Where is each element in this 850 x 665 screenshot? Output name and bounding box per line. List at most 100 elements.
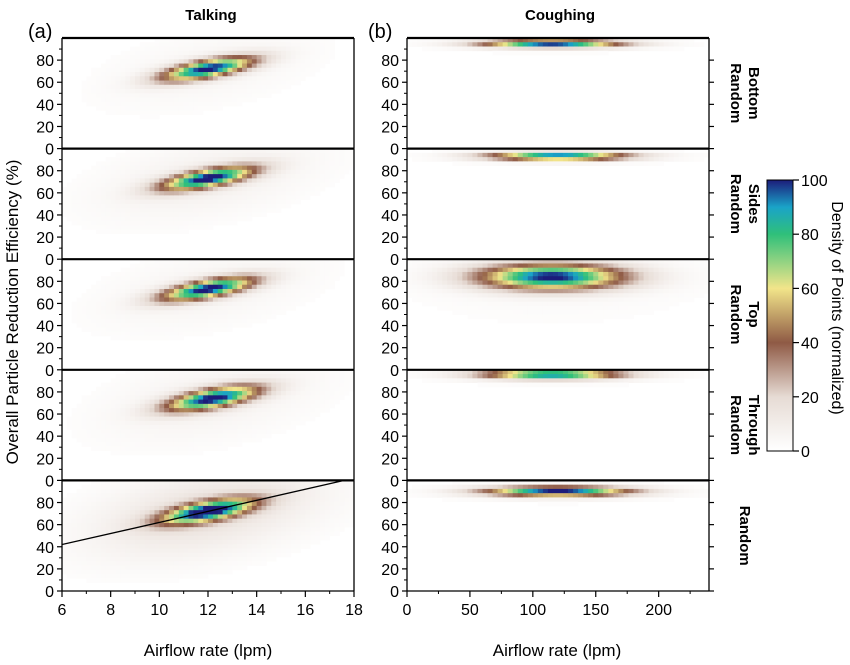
heatmap-cell xyxy=(222,55,228,60)
heatmap-cell xyxy=(261,178,267,184)
heatmap-cell xyxy=(178,501,185,507)
heatmap-cell xyxy=(290,191,296,196)
heatmap-cell xyxy=(188,191,194,196)
heatmap-cell xyxy=(232,186,238,192)
heatmap-cell xyxy=(281,76,287,81)
heatmap-cell xyxy=(110,480,116,486)
heatmap-cell xyxy=(300,157,306,162)
heatmap-cell xyxy=(76,544,82,549)
heatmap-cell xyxy=(276,552,282,558)
heatmap-cell xyxy=(62,561,68,566)
heatmap-cell xyxy=(305,55,311,60)
heatmap-cell xyxy=(76,408,82,413)
heatmap-cell xyxy=(198,67,204,73)
heatmap-cell xyxy=(688,157,695,162)
heatmap-cell xyxy=(149,565,155,571)
heatmap-cell xyxy=(492,42,498,47)
heatmap-cell xyxy=(237,101,243,107)
heatmap-cell xyxy=(256,480,262,486)
heatmap-cell xyxy=(237,484,243,490)
heatmap-cell xyxy=(246,425,253,430)
heatmap-cell xyxy=(110,548,116,554)
heatmap-cell xyxy=(178,369,185,375)
heatmap-cell xyxy=(144,425,150,430)
heatmap-cell xyxy=(169,174,175,179)
heatmap-cell xyxy=(208,46,214,52)
heatmap-cell xyxy=(91,420,97,426)
heatmap-cell xyxy=(154,208,160,213)
heatmap-cell xyxy=(178,331,185,337)
heatmap-cell xyxy=(135,305,141,311)
heatmap-cell xyxy=(81,208,87,213)
heatmap-cell xyxy=(315,178,321,184)
heatmap-cell xyxy=(178,433,185,439)
heatmap-cell xyxy=(183,161,189,167)
heatmap-cell xyxy=(276,55,282,60)
heatmap-cell xyxy=(188,446,194,452)
heatmap-cell xyxy=(462,157,468,162)
heatmap-cell xyxy=(164,259,170,264)
heatmap-cell xyxy=(173,84,180,90)
heatmap-cell xyxy=(217,531,223,537)
heatmap-cell xyxy=(227,518,233,524)
heatmap-cell xyxy=(261,522,267,528)
heatmap-cell xyxy=(178,97,185,103)
heatmap-cell xyxy=(66,497,73,503)
heatmap-cell xyxy=(66,203,73,209)
heatmap-cell xyxy=(261,191,267,196)
heatmap-cell xyxy=(232,182,238,188)
heatmap-cell xyxy=(344,505,350,511)
heatmap-cell xyxy=(100,433,107,439)
heatmap-cell xyxy=(618,46,624,52)
heatmap-cell xyxy=(222,76,228,81)
heatmap-cell xyxy=(178,280,185,286)
heatmap-cell xyxy=(251,518,258,524)
heatmap-cell xyxy=(588,161,594,167)
heatmap-cell xyxy=(76,552,82,558)
heatmap-cell xyxy=(173,284,180,290)
heatmap-cell xyxy=(588,50,594,56)
heatmap-cell xyxy=(285,186,292,192)
heatmap-cell xyxy=(256,425,262,430)
heatmap-cell xyxy=(324,55,331,60)
heatmap-cell xyxy=(246,527,253,532)
heatmap-cell xyxy=(319,42,326,47)
heatmap-cell xyxy=(203,288,209,294)
heatmap-cell xyxy=(412,152,418,158)
heatmap-cell xyxy=(125,420,131,426)
heatmap-cell xyxy=(71,569,77,575)
heatmap-cell xyxy=(237,97,243,103)
heatmap-cell xyxy=(222,386,228,392)
heatmap-cell xyxy=(173,169,180,175)
heatmap-cell xyxy=(222,382,228,388)
heatmap-cell xyxy=(462,46,468,52)
heatmap-cell xyxy=(295,301,301,307)
heatmap-cell xyxy=(693,42,700,47)
heatmap-cell xyxy=(76,425,82,430)
heatmap-cell xyxy=(96,186,102,192)
heatmap-cell xyxy=(203,378,209,383)
heatmap-cell xyxy=(329,391,335,396)
heatmap-cell xyxy=(285,403,292,409)
heatmap-cell xyxy=(130,84,136,90)
heatmap-cell xyxy=(139,46,146,52)
heatmap-cell xyxy=(183,182,189,188)
heatmap-cell xyxy=(71,182,77,188)
heatmap-cell xyxy=(178,484,185,490)
heatmap-cell xyxy=(266,297,272,303)
heatmap-cell xyxy=(91,301,97,307)
heatmap-cell xyxy=(222,288,228,294)
heatmap-cell xyxy=(472,157,478,162)
heatmap-cell xyxy=(285,369,292,375)
heatmap-cell xyxy=(618,161,624,167)
heatmap-cell xyxy=(125,59,131,64)
heatmap-cell xyxy=(300,148,306,154)
heatmap-cell xyxy=(578,46,584,52)
heatmap-cell xyxy=(81,501,87,507)
heatmap-cell xyxy=(139,505,146,511)
heatmap-cell xyxy=(300,412,306,417)
heatmap-cell xyxy=(242,386,248,392)
heatmap-cell xyxy=(227,46,233,52)
heatmap-cell xyxy=(169,67,175,73)
heatmap-cell xyxy=(208,263,214,269)
